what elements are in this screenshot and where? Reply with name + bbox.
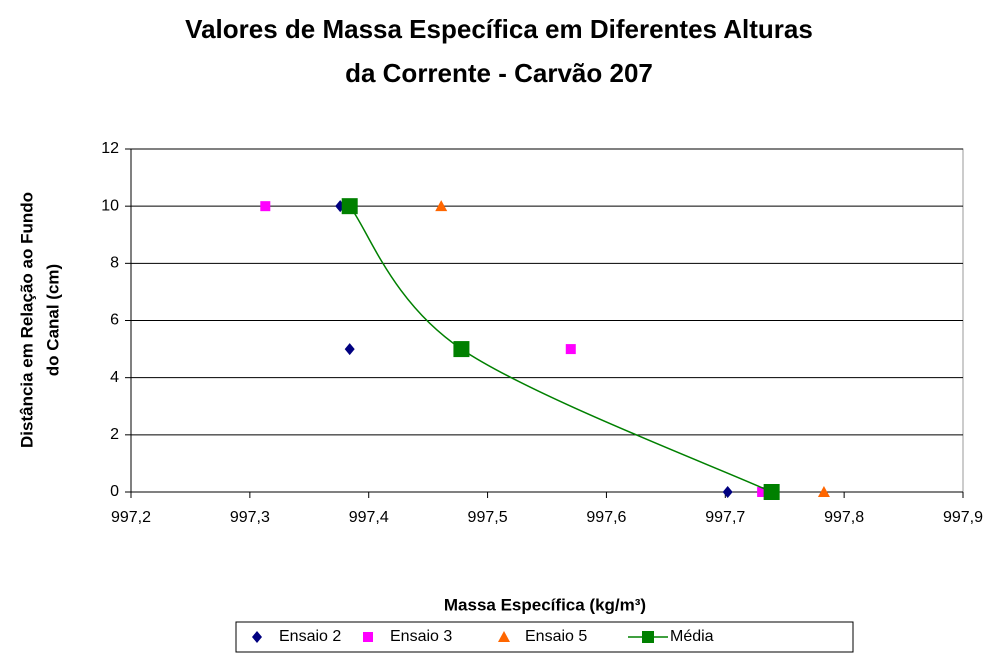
x-axis-label: Massa Específica (kg/m³) — [444, 595, 646, 614]
x-tick-label: 997,7 — [705, 509, 745, 526]
legend-label: Ensaio 2 — [279, 628, 341, 645]
y-tick-label: 6 — [110, 312, 119, 329]
y-axis-label: do Canal (cm) — [43, 264, 62, 376]
y-axis-label: Distância em Relação ao Fundo — [17, 192, 36, 448]
x-tick-label: 997,9 — [943, 509, 983, 526]
y-tick-label: 8 — [110, 255, 119, 272]
y-tick-label: 4 — [110, 369, 119, 386]
x-tick-label: 997,4 — [349, 509, 389, 526]
legend-marker — [363, 632, 373, 642]
x-tick-label: 997,3 — [230, 509, 270, 526]
legend-label: Ensaio 3 — [390, 628, 452, 645]
y-tick-label: 2 — [110, 426, 119, 443]
legend-marker — [252, 631, 262, 643]
point — [341, 198, 358, 215]
point — [565, 344, 576, 355]
point — [344, 343, 355, 356]
x-tick-label: 997,2 — [111, 509, 151, 526]
x-tick-label: 997,8 — [824, 509, 864, 526]
y-tick-label: 12 — [101, 140, 119, 157]
y-tick-label: 10 — [101, 197, 119, 214]
series-line — [349, 205, 772, 493]
x-tick-label: 997,6 — [586, 509, 626, 526]
point — [453, 341, 470, 358]
legend-box — [235, 621, 854, 653]
point — [435, 200, 448, 212]
y-tick-label: 0 — [110, 483, 119, 500]
point — [757, 487, 768, 497]
chart-title: da Corrente - Carvão 207 — [345, 58, 653, 88]
point — [763, 484, 780, 500]
legend-marker — [498, 631, 510, 642]
point — [260, 201, 271, 212]
x-tick-label: 997,5 — [468, 509, 508, 526]
legend-label: Ensaio 5 — [525, 628, 587, 645]
point — [722, 486, 733, 498]
chart-title: Valores de Massa Específica em Diferente… — [185, 14, 813, 44]
legend-marker — [642, 631, 654, 643]
point — [817, 486, 830, 497]
legend-label: Média — [670, 628, 714, 645]
